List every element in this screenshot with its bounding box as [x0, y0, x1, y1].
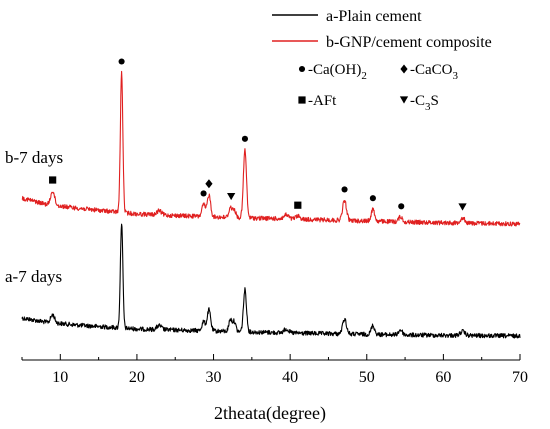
series-label-a: a-7 days [5, 267, 62, 286]
peak-marker-circle [241, 135, 249, 142]
series-label-b: b-7 days [5, 148, 63, 167]
peak-marker-circle [118, 58, 125, 65]
peak-marker-triangle-down [458, 203, 467, 211]
x-tick-label: 50 [359, 369, 375, 386]
peak-marker-circle [341, 186, 348, 193]
phase-legend-label-4: -C3S [410, 93, 439, 113]
x-tick-label: 20 [129, 369, 145, 386]
peak-markers [49, 58, 467, 211]
x-tick-label: 70 [512, 369, 528, 386]
peak-marker-circle [200, 190, 207, 197]
peak-marker-circle [369, 195, 376, 202]
legend-circle-icon [298, 65, 306, 73]
peak-marker-square [294, 201, 302, 209]
legend-entry-2: b-GNP/cement composite [326, 34, 492, 51]
legend-triangle-down-icon [399, 96, 409, 104]
legend-entry-1: a-Plain cement [326, 8, 422, 25]
phase-legend-label-2: -CaCO3 [410, 62, 459, 82]
series-line-gnp-composite [21, 70, 521, 227]
peak-marker-circle [398, 203, 405, 210]
phase-legend-label-3: -AFt [308, 93, 337, 109]
peak-marker-diamond [205, 179, 213, 189]
legend-diamond-icon [400, 64, 408, 74]
plot-area: a-7 days b-7 days [5, 70, 521, 339]
peak-marker-triangle-down [227, 192, 236, 201]
x-tick-label: 40 [282, 369, 298, 386]
phase-legend-label-1: -Ca(OH)2 [308, 62, 367, 82]
series-legend: a-Plain cement b-GNP/cement composite [272, 8, 492, 51]
peak-marker-square [49, 176, 57, 184]
x-axis: 10 20 30 40 50 60 70 [21, 354, 528, 386]
x-tick-label: 30 [206, 369, 222, 386]
x-axis-label: 2theata(degree) [214, 403, 326, 424]
x-tick-label: 60 [435, 369, 451, 386]
phase-legend: -Ca(OH)2 -CaCO3 -AFt -C3S [298, 62, 459, 113]
series-line-plain-cement [21, 223, 521, 339]
x-tick-label: 10 [52, 369, 68, 386]
legend-square-icon [298, 96, 306, 104]
